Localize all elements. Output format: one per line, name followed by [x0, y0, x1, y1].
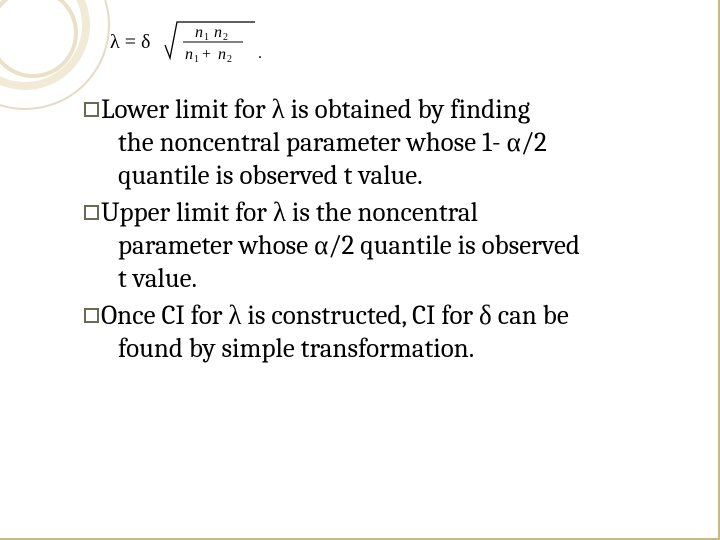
bullet-text: found by simple transformation.: [84, 333, 682, 366]
square-bullet-icon: [84, 308, 99, 323]
bullet-text: t value.: [84, 263, 682, 296]
square-bullet-icon: [84, 205, 99, 220]
svg-text:n: n: [185, 46, 193, 63]
bullet-lead: Lower limit for λ: [101, 94, 285, 125]
svg-text:n: n: [218, 46, 226, 63]
svg-text:λ = δ: λ = δ: [110, 31, 150, 53]
svg-text:n: n: [195, 24, 203, 41]
bullet-item: Lower limit for λ is obtained by finding…: [84, 94, 682, 193]
bullet-text: parameter whose α/2 quantile is observed: [84, 230, 682, 263]
svg-text:1: 1: [204, 32, 209, 43]
svg-text:2: 2: [223, 32, 228, 43]
svg-text:n: n: [214, 24, 222, 41]
bullet-text: the noncentral parameter whose 1- α/2: [84, 127, 682, 160]
lambda-formula: λ = δ n 1 n 2 n 1 + n 2 .: [110, 12, 310, 72]
slide: λ = δ n 1 n 2 n 1 + n 2 . Lower limit fo…: [0, 0, 720, 540]
bullet-text: is the noncentral: [286, 197, 478, 228]
svg-text:2: 2: [227, 54, 232, 65]
svg-text:+: +: [202, 46, 211, 63]
bullet-text: is obtained by finding: [285, 94, 530, 125]
bullet-item: Once CI for λ is constructed, CI for δ c…: [84, 300, 682, 366]
bullet-item: Upper limit for λ is the noncentral para…: [84, 197, 682, 296]
square-bullet-icon: [84, 102, 99, 117]
svg-text:1: 1: [194, 54, 199, 65]
svg-text:.: .: [258, 45, 262, 62]
body-text: Lower limit for λ is obtained by finding…: [84, 94, 682, 370]
bullet-text: quantile is observed t value.: [84, 160, 682, 193]
bullet-lead: Upper limit for λ: [101, 197, 286, 228]
bullet-lead: Once CI for λ is constructed, CI for δ c…: [101, 300, 569, 331]
